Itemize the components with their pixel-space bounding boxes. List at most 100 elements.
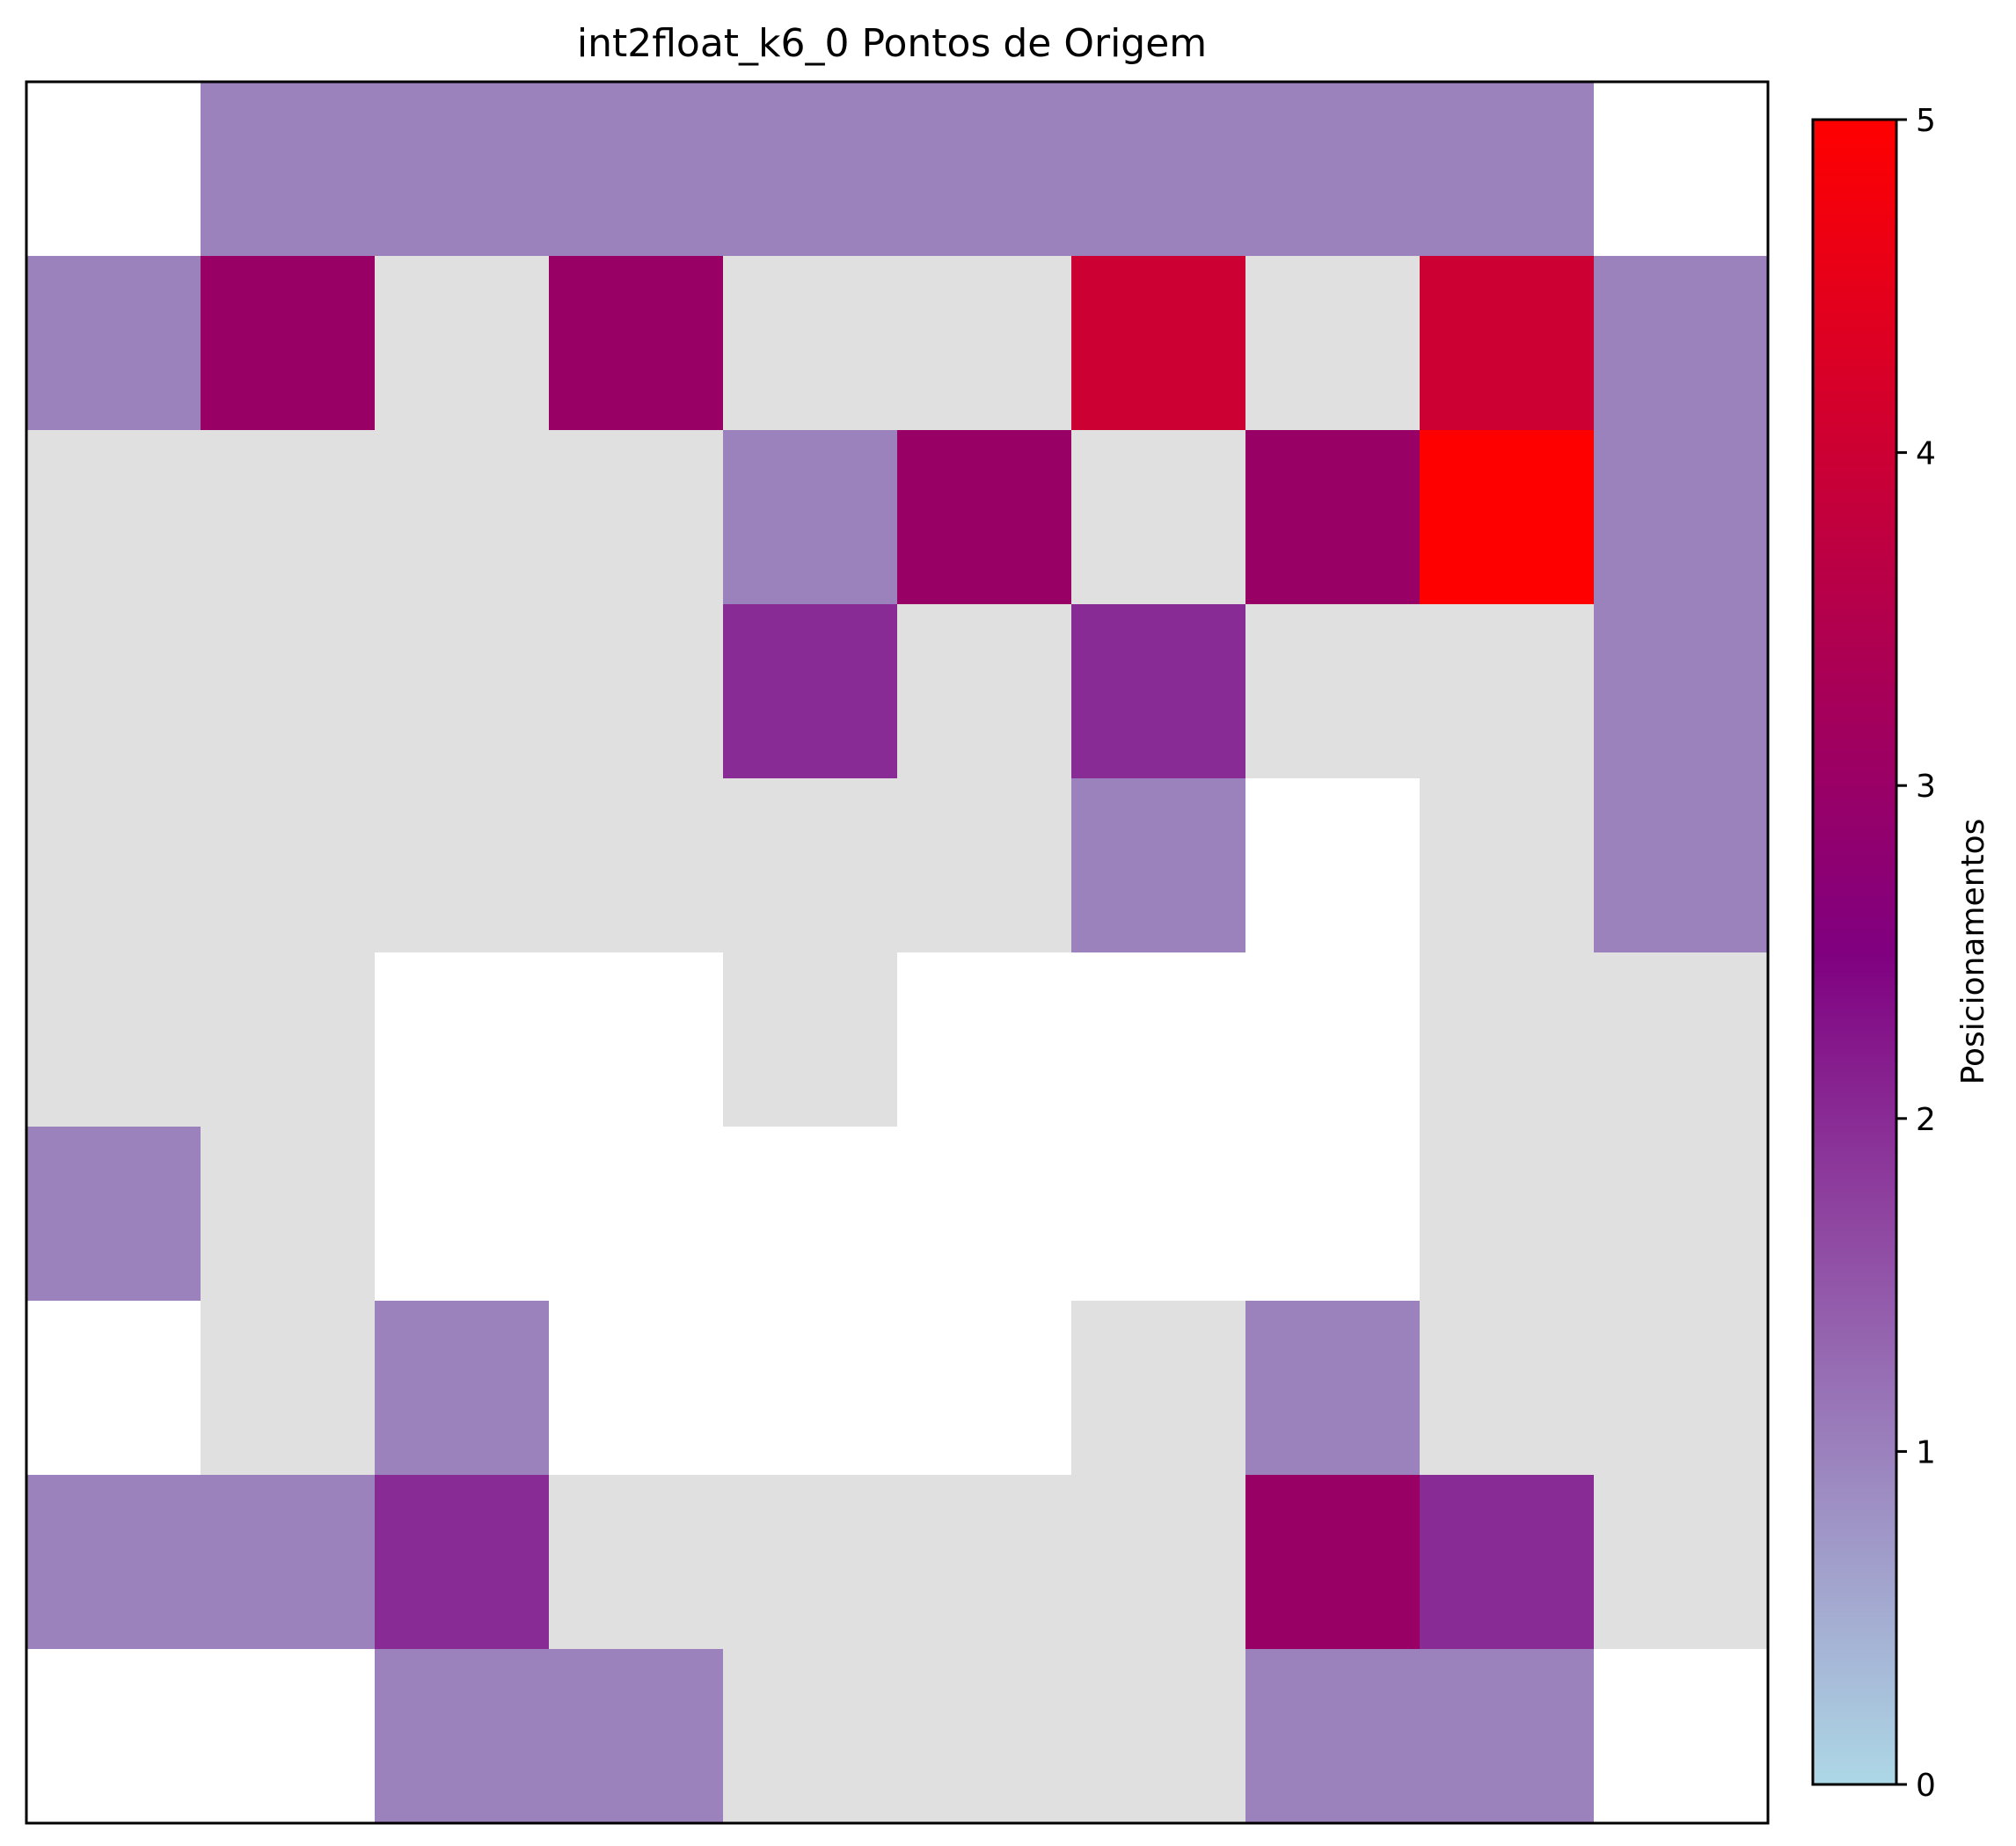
heatmap-cell: [897, 82, 1072, 257]
heatmap-cell: [1420, 1649, 1595, 1824]
heatmap-cell: [723, 1475, 898, 1650]
heatmap-cell: [1245, 82, 1421, 257]
colorbar-ticks: 0 1 2 3 4 5: [1896, 103, 1936, 1804]
heatmap-cell: [723, 256, 898, 431]
heatmap-cell: [897, 778, 1072, 953]
plot-frame: [25, 80, 1770, 1825]
heatmap-cell: [1594, 1649, 1769, 1824]
heatmap-cell: [1420, 604, 1595, 779]
heatmap-cell: [897, 952, 1072, 1127]
colorbar-label: Posicionamentos: [1955, 819, 1991, 1085]
heatmap-cell: [1420, 256, 1595, 431]
heatmap-cell: [723, 1301, 898, 1476]
heatmap-cell: [1071, 952, 1246, 1127]
heatmap-cell: [1245, 430, 1421, 605]
heatmap-cell: [201, 82, 376, 257]
heatmap-cell: [26, 1475, 201, 1650]
heatmap-cell: [375, 1649, 550, 1824]
heatmap-cell: [897, 1127, 1072, 1302]
heatmap-cell: [201, 1475, 376, 1650]
heatmap-cell: [26, 952, 201, 1127]
heatmap-cell: [897, 1475, 1072, 1650]
heatmap-cell: [1071, 604, 1246, 779]
heatmap-cell: [1594, 778, 1769, 953]
heatmap-cell: [549, 604, 724, 779]
colorbar-tick-label: 4: [1916, 436, 1936, 472]
heatmap-cell: [549, 1649, 724, 1824]
heatmap-cell: [549, 82, 724, 257]
heatmap-cell: [375, 604, 550, 779]
heatmap-cell: [897, 1301, 1072, 1476]
heatmap-cells: [26, 82, 1769, 1824]
heatmap-cell: [723, 952, 898, 1127]
heatmap-cell: [1071, 430, 1246, 605]
heatmap-cell: [1245, 1649, 1421, 1824]
heatmap-cell: [1245, 1475, 1421, 1650]
heatmap-cell: [549, 1127, 724, 1302]
colorbar-tick-label: 0: [1916, 1768, 1936, 1804]
heatmap-cell: [1594, 1301, 1769, 1476]
heatmap-cell: [1071, 778, 1246, 953]
heatmap-cell: [26, 256, 201, 431]
heatmap-cell: [1071, 1649, 1246, 1824]
heatmap-cell: [723, 82, 898, 257]
heatmap-cell: [375, 1127, 550, 1302]
heatmap-cell: [723, 430, 898, 605]
heatmap-cell: [1594, 430, 1769, 605]
heatmap-cell: [549, 1301, 724, 1476]
heatmap-cell: [1245, 1127, 1421, 1302]
heatmap-cell: [1245, 952, 1421, 1127]
heatmap-cell: [897, 256, 1072, 431]
heatmap-cell: [1420, 82, 1595, 257]
colorbar-tick-label: 1: [1916, 1434, 1936, 1470]
heatmap-cell: [26, 604, 201, 779]
heatmap-cell: [1245, 778, 1421, 953]
heatmap-cell: [201, 1127, 376, 1302]
heatmap-cell: [549, 256, 724, 431]
heatmap-cell: [26, 1127, 201, 1302]
heatmap-cell: [1071, 1127, 1246, 1302]
heatmap-cell: [375, 1301, 550, 1476]
heatmap-cell: [1245, 256, 1421, 431]
heatmap-cell: [723, 778, 898, 953]
chart-title: int2float_k6_0 Pontos de Origem: [577, 21, 1207, 66]
heatmap-cell: [26, 778, 201, 953]
heatmap-cell: [723, 1127, 898, 1302]
colorbar-tick-label: 3: [1916, 769, 1936, 805]
heatmap-cell: [1420, 1475, 1595, 1650]
heatmap-cell: [26, 1649, 201, 1824]
heatmap-cell: [201, 256, 376, 431]
heatmap-cell: [897, 604, 1072, 779]
heatmap-cell: [1594, 1475, 1769, 1650]
heatmap-cell: [549, 1475, 724, 1650]
heatmap-cell: [26, 82, 201, 257]
heatmap-cell: [1071, 1475, 1246, 1650]
heatmap-cell: [201, 1301, 376, 1476]
heatmap-cell: [897, 1649, 1072, 1824]
heatmap-cell: [897, 430, 1072, 605]
heatmap-cell: [201, 952, 376, 1127]
heatmap-cell: [201, 1649, 376, 1824]
heatmap-cell: [201, 604, 376, 779]
heatmap-cell: [1071, 1301, 1246, 1476]
heatmap-cell: [201, 430, 376, 605]
heatmap-cell: [1420, 1127, 1595, 1302]
heatmap-cell: [1071, 82, 1246, 257]
heatmap-cell: [1420, 430, 1595, 605]
colorbar-tick-label: 5: [1916, 103, 1936, 139]
heatmap-cell: [1245, 1301, 1421, 1476]
heatmap-cell: [26, 1301, 201, 1476]
heatmap-cell: [201, 778, 376, 953]
heatmap-cell: [1594, 604, 1769, 779]
heatmap-cell: [375, 952, 550, 1127]
heatmap-cell: [1245, 604, 1421, 779]
heatmap-cell: [1594, 1127, 1769, 1302]
heatmap-cell: [1420, 952, 1595, 1127]
heatmap-cell: [375, 1475, 550, 1650]
heatmap-cell: [723, 1649, 898, 1824]
heatmap-cell: [549, 952, 724, 1127]
heatmap-cell: [1420, 778, 1595, 953]
heatmap-cell: [1594, 82, 1769, 257]
heatmap-cell: [1594, 952, 1769, 1127]
